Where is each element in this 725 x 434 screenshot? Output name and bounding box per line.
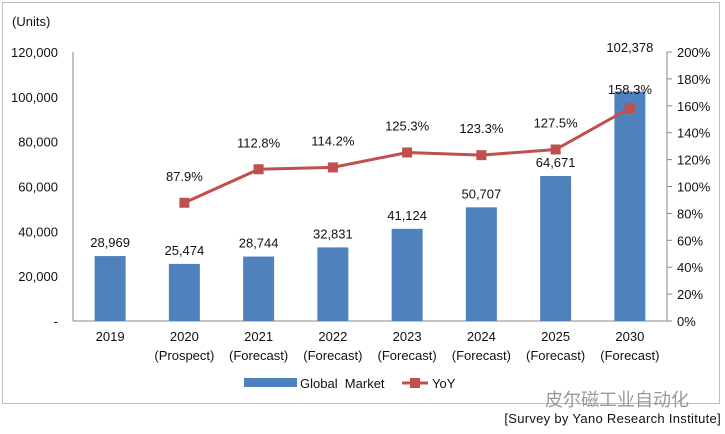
yoy-data-label: 114.2% (311, 133, 355, 148)
right-tick-label: 40% (677, 260, 703, 275)
yoy-marker (179, 197, 190, 208)
bar-data-label: 32,831 (313, 226, 353, 241)
x-tick-sublabel: (Forecast) (600, 348, 659, 363)
bar-data-label: 25,474 (164, 243, 204, 258)
bar-data-label: 28,969 (90, 235, 130, 250)
left-tick-label: 60,000 (18, 180, 58, 195)
right-tick-label: 20% (677, 287, 703, 302)
yoy-marker (624, 103, 635, 114)
yoy-marker (476, 150, 487, 161)
legend-line-label: YoY (432, 376, 456, 391)
bar (317, 247, 349, 321)
bar-data-label: 28,744 (239, 236, 279, 251)
x-tick-label: 2019 (96, 329, 125, 344)
x-tick-label: 2021 (244, 329, 273, 344)
yoy-data-label: 127.5% (534, 116, 579, 131)
chart-frame (2, 2, 720, 404)
left-tick-label: 40,000 (18, 224, 58, 239)
yoy-marker (402, 147, 413, 158)
yoy-marker (550, 144, 561, 155)
left-tick-label: 120,000 (11, 45, 58, 60)
legend-bar-label: Global Market (300, 376, 385, 391)
source-note: [Survey by Yano Research Institute] (504, 411, 721, 426)
yoy-data-label: 123.3% (459, 121, 504, 136)
right-tick-label: 140% (677, 126, 711, 141)
right-tick-label: 200% (677, 45, 711, 60)
right-tick-label: 0% (677, 314, 696, 329)
bar-data-label: 64,671 (536, 155, 576, 170)
x-tick-label: 2022 (318, 329, 347, 344)
yoy-marker (253, 164, 264, 175)
bar (168, 263, 200, 321)
bar (94, 256, 126, 321)
x-tick-sublabel: (Forecast) (526, 348, 585, 363)
x-tick-label: 2025 (541, 329, 570, 344)
bar-data-label: 50,707 (461, 186, 501, 201)
left-tick-label: 80,000 (18, 135, 58, 150)
right-tick-label: 180% (677, 72, 711, 87)
bar-data-label: 41,124 (387, 208, 427, 223)
bar-data-label: 102,378 (606, 40, 653, 55)
bar (243, 256, 275, 321)
right-tick-label: 60% (677, 233, 703, 248)
unit-label: (Units) (12, 14, 50, 29)
x-tick-label: 2023 (393, 329, 422, 344)
x-tick-sublabel: (Forecast) (229, 348, 288, 363)
yoy-data-label: 158.3% (608, 82, 653, 97)
bar (614, 91, 646, 321)
right-tick-label: 100% (677, 180, 711, 195)
right-tick-label: 160% (677, 99, 711, 114)
left-tick-label: 100,000 (11, 90, 58, 105)
x-tick-sublabel: (Prospect) (154, 348, 214, 363)
x-tick-label: 2024 (467, 329, 496, 344)
watermark: 皮尔磁工业自动化 (545, 390, 689, 411)
x-tick-sublabel: (Forecast) (378, 348, 437, 363)
yoy-data-label: 87.9% (166, 169, 203, 184)
right-tick-label: 120% (677, 153, 711, 168)
x-tick-sublabel: (Forecast) (303, 348, 362, 363)
bar (391, 228, 423, 321)
x-tick-label: 2030 (615, 329, 644, 344)
right-tick-label: 80% (677, 206, 703, 221)
left-tick-label: - (54, 314, 58, 329)
bar (465, 207, 497, 321)
left-tick-label: 20,000 (18, 269, 58, 284)
x-tick-label: 2020 (170, 329, 199, 344)
legend-line-marker (410, 378, 420, 388)
yoy-data-label: 125.3% (385, 118, 430, 133)
yoy-marker (327, 162, 338, 173)
x-tick-sublabel: (Forecast) (452, 348, 511, 363)
legend-bar-swatch (244, 378, 297, 387)
bar (540, 176, 572, 321)
yoy-data-label: 112.8% (237, 135, 281, 150)
